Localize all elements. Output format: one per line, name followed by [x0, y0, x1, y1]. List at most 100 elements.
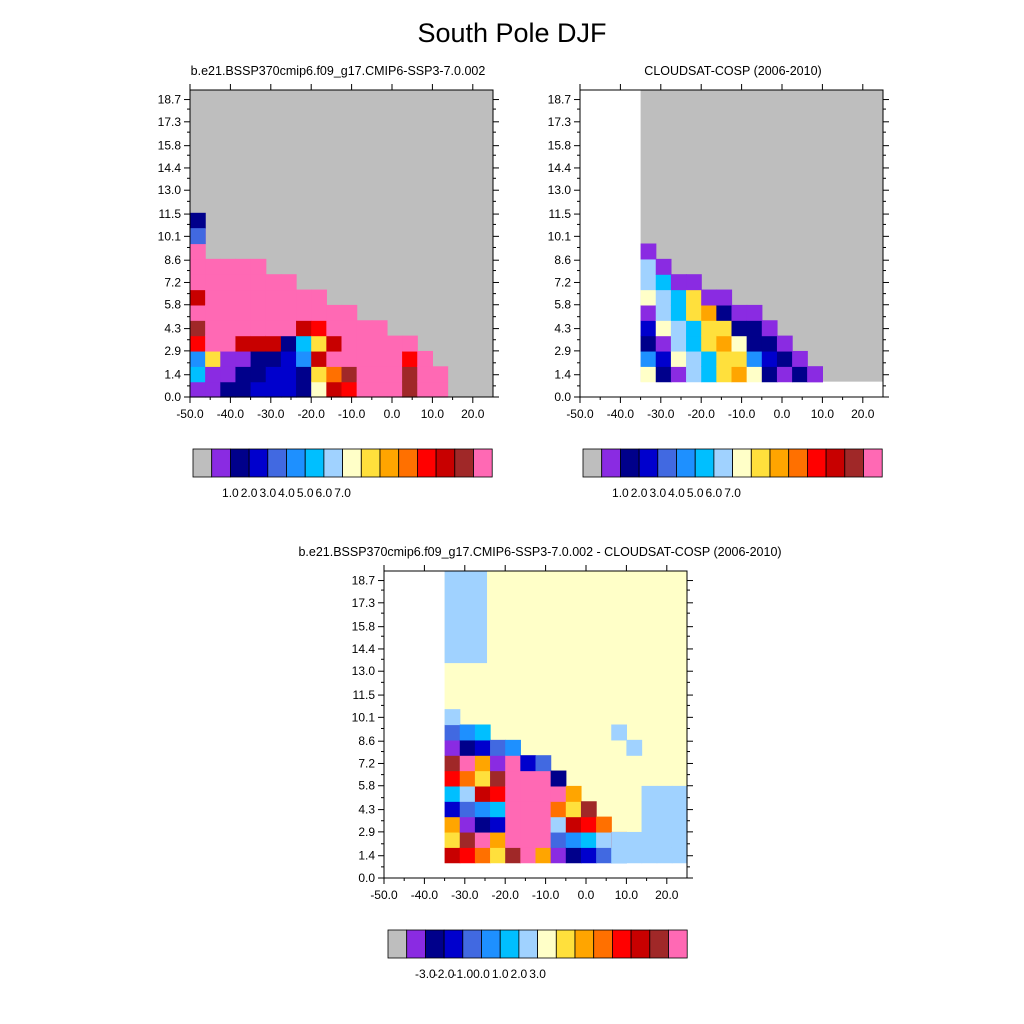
obs-blank-region [580, 381, 883, 398]
model-y-tick-label: 4.3 [164, 322, 181, 336]
diff-colorbar-swatch [499, 929, 520, 959]
obs-y-tick-label: 1.4 [554, 368, 571, 382]
model-cell [311, 304, 327, 321]
diff-cell [459, 816, 476, 833]
model-cell [402, 381, 418, 398]
model-x-tick-label: 10.0 [421, 407, 445, 421]
model-cell [341, 304, 358, 321]
obs-cell [761, 366, 778, 383]
model-cell [311, 350, 327, 367]
obs-x-tick-label: 10.0 [811, 407, 835, 421]
model-y-tick-label: 14.4 [158, 161, 182, 175]
model-cell [235, 274, 252, 291]
diff-cell [626, 847, 643, 864]
obs-cell [701, 350, 717, 367]
model-colorbar-label: 7.0 [334, 486, 351, 500]
obs-colorbar-label: 6.0 [706, 486, 723, 500]
obs-colorbar-swatch [807, 448, 827, 478]
model-colorbar-swatch [286, 448, 306, 478]
diff-y-tick-label: 2.9 [358, 825, 375, 839]
obs-x-tick-label: -20.0 [688, 407, 716, 421]
obs-cell [731, 320, 748, 337]
diff-y-tick-label: 18.7 [352, 574, 376, 588]
diff-cell [671, 801, 688, 818]
obs-colorbar-swatch [769, 448, 790, 478]
model-cell [371, 366, 388, 383]
diff-colorbar-swatch [481, 929, 501, 959]
diff-cell [505, 785, 521, 802]
obs-cell [716, 350, 733, 367]
diff-cell [444, 816, 461, 833]
diff-cell [444, 739, 461, 756]
diff-cell [656, 847, 673, 864]
obs-blank-region [580, 90, 641, 397]
obs-cell [716, 320, 733, 337]
obs-cell [640, 335, 657, 352]
obs-cell [701, 335, 717, 352]
model-cell [417, 350, 433, 367]
diff-cell [474, 801, 491, 818]
model-cell [341, 335, 358, 352]
diff-cell [550, 816, 567, 833]
model-cell [326, 304, 343, 321]
model-y-tick-label: 8.6 [164, 253, 181, 267]
diff-cell [505, 816, 521, 833]
diff-cell [565, 816, 582, 833]
model-x-tick-label: -50.0 [176, 407, 204, 421]
diff-x-tick-label: 10.0 [615, 888, 639, 902]
diff-cell [505, 801, 521, 818]
model-x-tick-label: -10.0 [338, 407, 366, 421]
diff-cell [459, 831, 476, 848]
obs-colorbar-swatch [750, 448, 771, 478]
diff-x-tick-label: -50.0 [370, 888, 398, 902]
model-colorbar-swatch [398, 448, 418, 478]
model-colorbar-swatch [192, 448, 213, 478]
diff-y-tick-label: 4.3 [358, 803, 375, 817]
diff-x-tick-label: -40.0 [411, 888, 439, 902]
diff-cell [596, 831, 612, 848]
model-cell [220, 304, 237, 321]
diff-cell [459, 739, 476, 756]
model-cell [235, 304, 252, 321]
obs-cell [746, 366, 763, 383]
diff-colorbar-swatch [630, 929, 651, 959]
diff-frame [383, 570, 688, 879]
model-cell [296, 320, 312, 337]
diff-cell [565, 831, 582, 848]
model-colorbar-swatch [360, 448, 381, 478]
obs-cell [716, 289, 733, 306]
diff-cell [535, 770, 552, 787]
obs-colorbar-label: 4.0 [668, 486, 685, 500]
model-colorbar-label: 4.0 [278, 486, 295, 500]
obs-cell [792, 350, 808, 367]
model-cell [296, 335, 312, 352]
model-cell [326, 320, 343, 337]
obs-colorbar-swatch [825, 448, 846, 478]
diff-colorbar-swatch [443, 929, 464, 959]
diff-cell [490, 785, 506, 802]
model-cell [341, 350, 358, 367]
model-cell [326, 381, 343, 398]
diff-cell [459, 847, 476, 864]
model-cell [371, 350, 388, 367]
diff-cell [656, 816, 673, 833]
model-cell [190, 320, 206, 337]
model-cell [235, 335, 252, 352]
diff-y-tick-label: 10.1 [352, 710, 376, 724]
obs-cell [686, 366, 702, 383]
panel-title-diff: b.e21.BSSP370cmip6.f09_g17.CMIP6-SSP3-7.… [298, 545, 782, 559]
diff-cell [535, 785, 552, 802]
obs-y-tick-label: 8.6 [554, 253, 571, 267]
diff-x-tick-label: -20.0 [492, 888, 520, 902]
diff-cell [580, 847, 597, 864]
model-y-tick-label: 2.9 [164, 344, 181, 358]
obs-y-tick-label: 7.2 [554, 275, 571, 289]
model-x-tick-label: -20.0 [298, 407, 326, 421]
model-cell [235, 366, 252, 383]
obs-cell [731, 335, 748, 352]
diff-colorbar-label: 1.0 [492, 967, 509, 981]
obs-y-tick-label: 18.7 [548, 93, 572, 107]
obs-cell [640, 304, 657, 321]
model-cell [190, 289, 206, 306]
model-y-tick-label: 15.8 [158, 139, 182, 153]
